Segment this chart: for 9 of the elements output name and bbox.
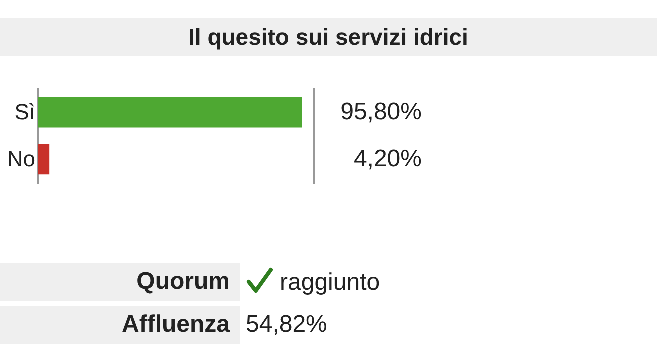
data-label: 95,80%	[340, 98, 422, 126]
text: Quorum	[0, 263, 240, 301]
text: Affluenza	[0, 306, 240, 344]
y-tick-label: Sì	[14, 100, 36, 125]
text: raggiunto	[279, 268, 380, 298]
y-tick-label: No	[7, 146, 36, 172]
text: 54,82%	[245, 310, 328, 340]
data-label: 4,20%	[354, 145, 422, 172]
chart-title: Il quesito sui servizi idrici	[0, 18, 657, 56]
